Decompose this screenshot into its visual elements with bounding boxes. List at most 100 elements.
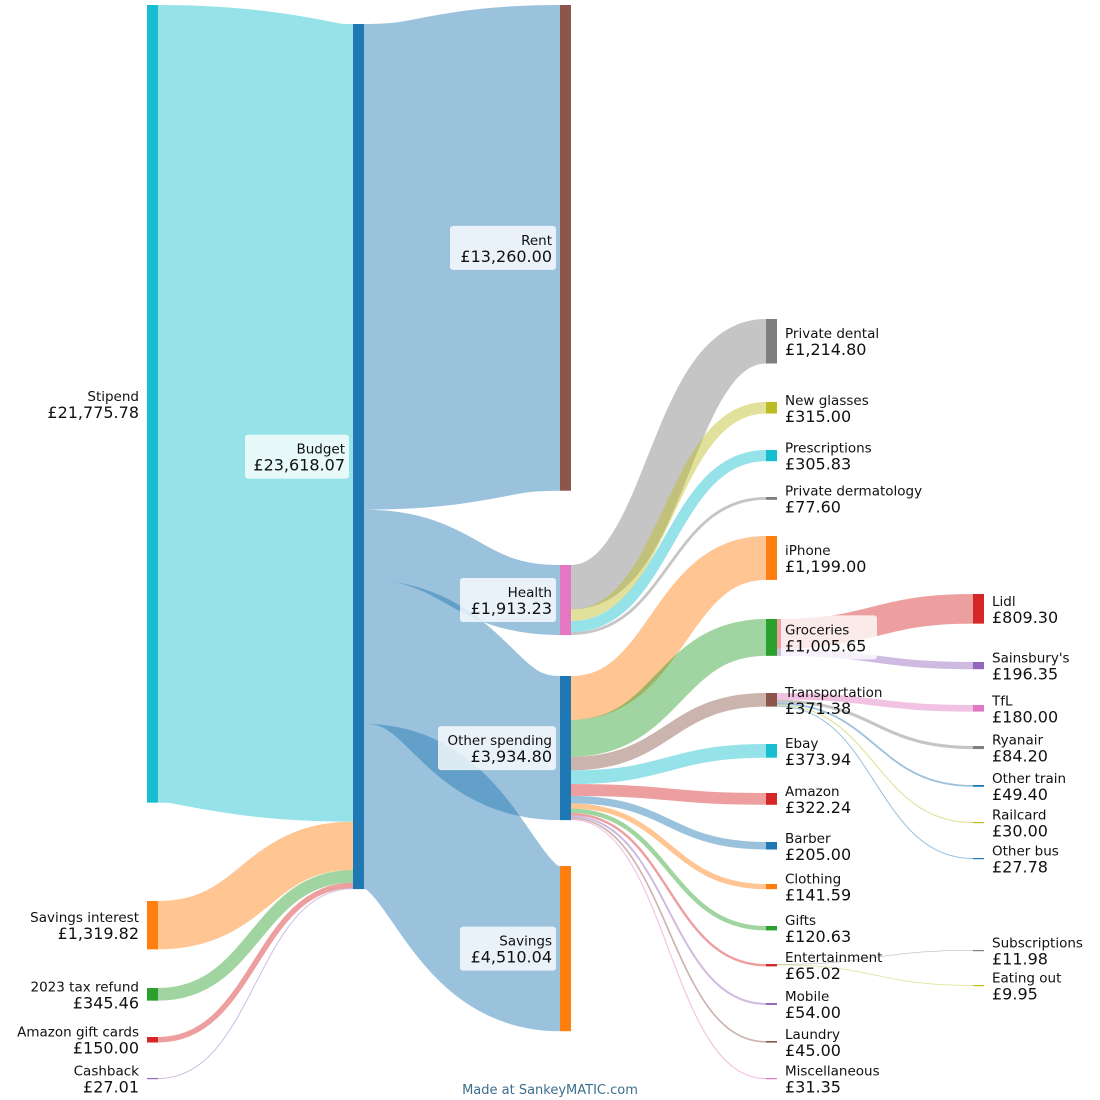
node-label-mobile: Mobile [785,989,829,1005]
node-value-laundry: £45.00 [785,1041,841,1060]
label-box-savings [460,926,556,971]
node-value-private-dental: £1,214.80 [785,340,866,359]
flow-tax-refund-to-budget [157,869,354,1001]
node-bar-eating-out[interactable] [973,985,984,987]
node-label-rent: Rent [521,233,552,249]
node-bar-private-dental[interactable] [766,319,777,364]
node-value-amazon: £322.24 [785,798,851,817]
node-bar-budget[interactable] [353,24,364,890]
node-bar-other-spending[interactable] [560,676,571,821]
node-value-iphone: £1,199.00 [785,557,866,576]
node-label-stipend: Stipend [87,389,139,405]
node-value-mobile: £54.00 [785,1003,841,1022]
node-bar-rent[interactable] [560,5,571,491]
node-bar-ebay[interactable] [766,744,777,758]
node-value-amazon-gift: £150.00 [73,1039,139,1058]
node-label-clothing: Clothing [785,872,841,888]
node-bar-amazon[interactable] [766,793,777,805]
node-bar-stipend[interactable] [147,5,158,803]
node-bar-savings-interest[interactable] [147,901,158,950]
node-bar-new-glasses[interactable] [766,402,777,414]
flow-health-to-private-dental [568,319,769,610]
node-bar-savings[interactable] [560,866,571,1032]
flow-other-spending-to-laundry [570,817,767,1043]
node-bar-railcard[interactable] [973,822,984,824]
credit-text[interactable]: Made at SankeyMATIC.com [462,1083,638,1098]
node-label-other-spending: Other spending [447,733,552,749]
node-bar-miscellaneous[interactable] [766,1078,777,1080]
node-bar-tfl[interactable] [973,705,984,712]
node-value-savings: £4,510.04 [471,948,552,967]
node-value-budget: £23,618.07 [253,456,345,475]
node-label-sainsburys: Sainsbury's [992,651,1070,667]
node-bar-ryanair[interactable] [973,746,984,750]
node-bar-tax-refund[interactable] [147,988,158,1001]
flow-other-spending-to-gifts [570,808,767,931]
node-value-lidl: £809.30 [992,608,1058,627]
node-bar-prescriptions[interactable] [766,450,777,462]
node-bar-private-dermatology[interactable] [766,497,777,500]
flow-other-spending-to-iphone [569,536,768,720]
node-value-other-spending: £3,934.80 [471,747,552,766]
flow-health-to-new-glasses [570,401,767,622]
node-bar-amazon-gift[interactable] [147,1037,158,1043]
node-label-savings: Savings [499,934,552,950]
flow-other-spending-to-barber [570,795,767,850]
flow-other-spending-to-clothing [570,803,767,890]
flow-amazon-gift-to-budget [157,882,354,1043]
node-value-other-bus: £27.78 [992,858,1048,877]
node-label-new-glasses: New glasses [785,393,869,409]
flow-other-spending-to-ebay [570,744,767,785]
node-bar-mobile[interactable] [766,1003,777,1005]
node-label-cashback: Cashback [74,1064,140,1080]
node-bar-subscriptions[interactable] [973,950,984,952]
node-bar-gifts[interactable] [766,926,777,931]
node-value-health: £1,913.23 [471,599,552,618]
node-label-savings-interest: Savings interest [30,910,139,926]
node-value-cashback: £27.01 [83,1078,139,1097]
flow-transportation-to-other-bus [776,705,974,860]
labels-layer: Stipend£21,775.78 Savings interest£1,319.… [17,225,1083,1097]
node-bar-other-train[interactable] [973,785,984,787]
flow-transportation-to-railcard [776,704,974,824]
node-value-sainsburys: £196.35 [992,665,1058,684]
node-label-barber: Barber [785,831,831,847]
node-value-eating-out: £9.95 [992,985,1038,1004]
flow-other-spending-to-entertainment [570,812,767,967]
node-label-railcard: Railcard [992,808,1046,824]
node-bar-clothing[interactable] [766,884,777,890]
node-bar-lidl[interactable] [973,594,984,624]
node-value-ryanair: £84.20 [992,747,1048,766]
node-bar-iphone[interactable] [766,536,777,580]
node-bar-transportation[interactable] [766,693,777,707]
node-bar-entertainment[interactable] [766,964,777,967]
node-value-new-glasses: £315.00 [785,407,851,426]
node-bar-other-bus[interactable] [973,858,984,860]
node-bar-barber[interactable] [766,842,777,850]
node-bar-health[interactable] [560,565,571,636]
node-bar-sainsburys[interactable] [973,662,984,670]
node-value-private-dermatology: £77.60 [785,497,841,516]
node-value-subscriptions: £11.98 [992,950,1048,969]
node-bar-laundry[interactable] [766,1041,777,1043]
nodes-layer [147,5,984,1080]
node-value-savings-interest: £1,319.82 [58,924,139,943]
node-value-tax-refund: £345.46 [73,993,139,1012]
node-value-entertainment: £65.02 [785,964,841,983]
node-label-health: Health [508,585,552,601]
label-box-groceries [781,615,877,660]
node-label-tfl: TfL [991,693,1013,709]
node-value-other-train: £49.40 [992,785,1048,804]
node-value-prescriptions: £305.83 [785,455,851,474]
label-box-other-spending [438,726,556,771]
flow-stipend-to-budget [152,4,359,822]
node-label-subscriptions: Subscriptions [992,936,1083,952]
flow-health-to-private-dermatology [570,496,767,636]
node-value-ebay: £373.94 [785,750,851,769]
node-label-laundry: Laundry [785,1027,840,1043]
node-bar-groceries[interactable] [766,619,777,656]
node-label-eating-out: Eating out [992,971,1061,987]
node-bar-cashback[interactable] [147,1078,158,1080]
